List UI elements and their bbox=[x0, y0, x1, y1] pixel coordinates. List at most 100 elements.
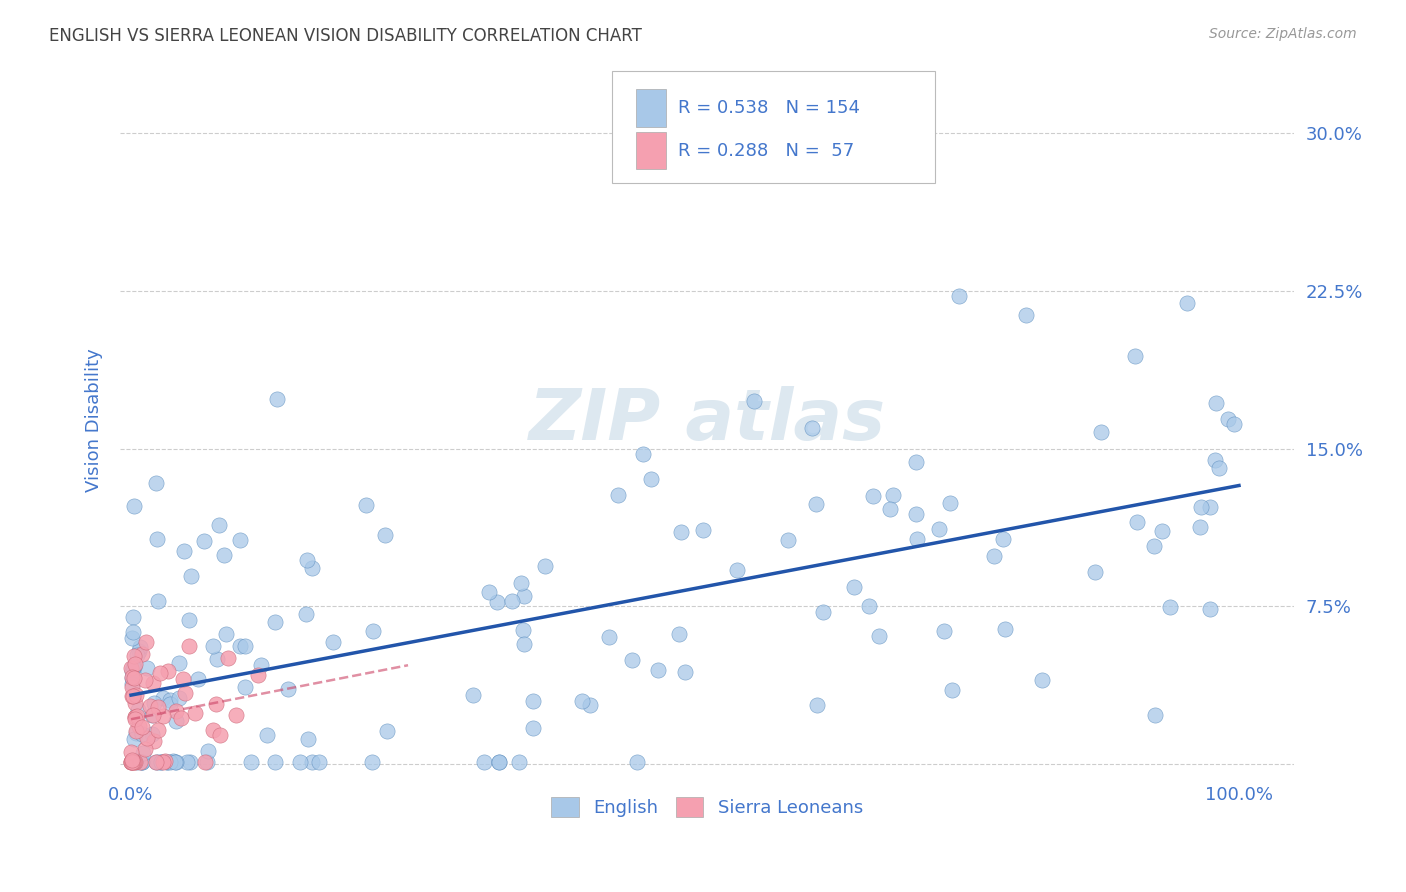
Point bbox=[1189, 500, 1212, 514]
Point bbox=[668, 627, 690, 641]
Point bbox=[122, 671, 145, 685]
Point bbox=[811, 605, 834, 619]
Point bbox=[478, 584, 501, 599]
Point bbox=[377, 724, 399, 739]
Point bbox=[187, 673, 209, 687]
Point bbox=[120, 755, 142, 769]
Point bbox=[121, 753, 143, 767]
Point bbox=[301, 755, 323, 769]
Point bbox=[862, 489, 884, 503]
Point bbox=[127, 755, 149, 769]
Point bbox=[247, 668, 270, 682]
Point bbox=[295, 553, 318, 567]
Point bbox=[485, 595, 508, 609]
Legend: English, Sierra Leoneans: English, Sierra Leoneans bbox=[543, 789, 872, 826]
Point bbox=[1204, 453, 1226, 467]
Point bbox=[928, 522, 950, 536]
Point bbox=[214, 549, 236, 563]
Point bbox=[512, 637, 534, 651]
Point bbox=[197, 744, 219, 758]
Point bbox=[156, 755, 179, 769]
Point bbox=[322, 635, 344, 649]
Point bbox=[174, 686, 197, 700]
Point bbox=[128, 644, 150, 658]
Point bbox=[522, 694, 544, 708]
Point bbox=[125, 708, 148, 723]
Point bbox=[129, 755, 152, 769]
Point bbox=[1189, 520, 1212, 534]
Point bbox=[1126, 515, 1149, 529]
Point bbox=[173, 543, 195, 558]
Point bbox=[361, 624, 384, 638]
Text: R = 0.288   N =  57: R = 0.288 N = 57 bbox=[678, 142, 853, 160]
Point bbox=[159, 755, 181, 769]
Point bbox=[146, 723, 169, 737]
Point bbox=[170, 711, 193, 725]
Point bbox=[124, 710, 146, 724]
Point bbox=[626, 755, 648, 769]
Point bbox=[1198, 602, 1220, 616]
Point bbox=[233, 680, 256, 694]
Point bbox=[131, 648, 153, 662]
Point bbox=[941, 682, 963, 697]
Point bbox=[239, 755, 262, 769]
Point bbox=[509, 576, 531, 591]
Point bbox=[127, 648, 149, 662]
Point bbox=[905, 455, 928, 469]
Point bbox=[208, 728, 231, 742]
Point bbox=[120, 660, 142, 674]
Point bbox=[800, 421, 823, 435]
Point bbox=[120, 755, 142, 769]
Point bbox=[692, 523, 714, 537]
Point bbox=[1208, 460, 1230, 475]
Point bbox=[858, 599, 880, 614]
Point bbox=[165, 755, 187, 769]
Point bbox=[132, 747, 155, 761]
Point bbox=[374, 528, 396, 542]
Point bbox=[1152, 524, 1174, 538]
Point bbox=[159, 697, 181, 711]
Point bbox=[195, 755, 218, 769]
Point bbox=[124, 657, 146, 671]
Point bbox=[121, 755, 143, 769]
Point bbox=[673, 665, 696, 679]
Point bbox=[148, 699, 170, 714]
Point bbox=[131, 755, 153, 769]
Point bbox=[776, 533, 799, 548]
Point bbox=[156, 664, 179, 678]
Point bbox=[121, 664, 143, 678]
Point bbox=[128, 719, 150, 733]
Point bbox=[205, 697, 228, 711]
Point bbox=[225, 708, 247, 723]
Point bbox=[122, 660, 145, 674]
Point bbox=[145, 755, 167, 769]
Point bbox=[1143, 708, 1166, 723]
Point bbox=[121, 670, 143, 684]
Point bbox=[176, 755, 198, 769]
Point bbox=[804, 497, 827, 511]
Point bbox=[571, 693, 593, 707]
Point bbox=[501, 593, 523, 607]
Point bbox=[578, 698, 600, 713]
Point bbox=[488, 755, 510, 769]
Point bbox=[143, 696, 166, 710]
Point bbox=[124, 725, 146, 739]
Text: R = 0.538   N = 154: R = 0.538 N = 154 bbox=[678, 99, 859, 117]
Point bbox=[512, 623, 534, 637]
Point bbox=[152, 708, 174, 723]
Point bbox=[264, 615, 287, 629]
Point bbox=[939, 495, 962, 509]
Point bbox=[488, 755, 510, 769]
Point bbox=[879, 502, 901, 516]
Point bbox=[522, 721, 544, 735]
Point bbox=[167, 691, 190, 706]
Point bbox=[297, 732, 319, 747]
Point bbox=[1090, 425, 1112, 439]
Point bbox=[264, 755, 287, 769]
Point bbox=[842, 581, 865, 595]
Point bbox=[165, 704, 187, 718]
Point bbox=[131, 755, 153, 769]
Point bbox=[129, 640, 152, 654]
Point bbox=[983, 549, 1005, 563]
Point bbox=[508, 755, 530, 769]
